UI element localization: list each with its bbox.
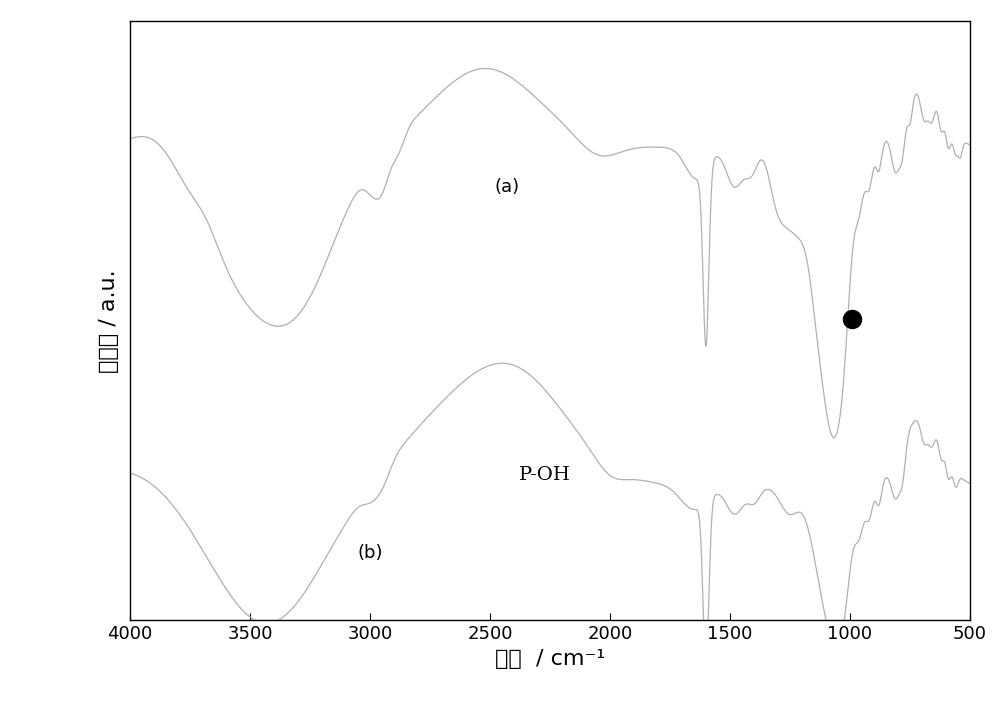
Y-axis label: 透射比 / a.u.: 透射比 / a.u. (99, 269, 119, 372)
Text: (b): (b) (358, 544, 383, 563)
Text: (a): (a) (495, 178, 520, 196)
X-axis label: 波数  / cm⁻¹: 波数 / cm⁻¹ (495, 649, 605, 669)
Text: P-OH: P-OH (519, 465, 571, 484)
